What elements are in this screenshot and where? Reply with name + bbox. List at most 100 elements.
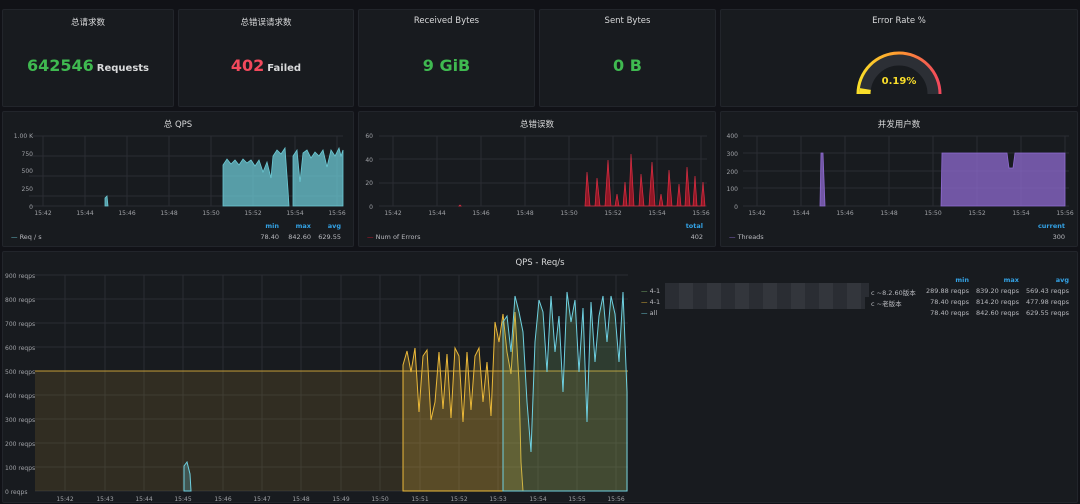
legend-header: total (685, 222, 703, 230)
x-tick: 15:50 (924, 210, 941, 217)
x-tick: 15:55 (568, 496, 585, 503)
legend-suffix: c ~8.2.60版本 (871, 289, 916, 297)
y-tick: 0 (734, 204, 738, 211)
stat-value: 642546 Requests (3, 56, 173, 75)
stat-unit: Failed (267, 63, 302, 74)
stat-number: 0 B (613, 56, 642, 75)
y-tick: 0 (29, 204, 33, 211)
y-tick: 500 reqps (5, 369, 35, 376)
series-all-spike (183, 460, 192, 492)
legend-header: min max avg (265, 222, 341, 230)
big-legend-row[interactable]: — 4-1 c ~8.2.60版本 289.88 reqps 839.20 re… (641, 283, 1069, 297)
series-new-version (502, 291, 628, 492)
legend-name: Num of Errors (375, 233, 421, 241)
x-tick: 15:54 (1012, 210, 1029, 217)
stat-number: 642546 (26, 56, 94, 75)
x-tick: 15:54 (529, 496, 546, 503)
stat-panel-total-requests[interactable]: 总请求数 642546 Requests (2, 9, 174, 107)
legend-row[interactable]: — Num of Errors 402 (367, 233, 703, 241)
x-tick: 15:44 (135, 496, 152, 503)
redacted-label (665, 295, 865, 309)
panel-title: 总错误请求数 (240, 18, 292, 28)
x-tick: 15:54 (648, 210, 665, 217)
panel-title: 总错误数 (519, 120, 554, 130)
gauge-threshold-arc (856, 51, 942, 95)
x-tick: 15:44 (792, 210, 809, 217)
error-rate-gauge (856, 51, 942, 95)
big-legend-row[interactable]: — all 78.40 reqps 842.60 reqps 629.55 re… (641, 309, 1069, 317)
legend-row[interactable]: — Req / s 78.40 842.60 629.55 (11, 233, 341, 241)
legend-header: current (1037, 222, 1065, 230)
x-tick: 15:50 (371, 496, 388, 503)
y-tick: 0 (369, 204, 373, 211)
panel-title: 并发用户数 (877, 120, 921, 130)
x-tick: 15:47 (253, 496, 270, 503)
legend-name: all (649, 309, 658, 317)
gauge-value: 0.19% (881, 76, 917, 87)
legend-suffix: c ~老版本 (871, 300, 902, 308)
qps-series-area (104, 146, 344, 207)
panel-qps-req-s[interactable]: QPS - Req/s 0 reqps 100 reqps 200 reqps … (2, 251, 1078, 503)
x-tick: 15:42 (34, 210, 51, 217)
stat-value: 9 GiB (359, 56, 534, 75)
y-tick: 300 (727, 151, 739, 158)
y-tick: 200 (727, 169, 739, 176)
stat-panel-sent-bytes[interactable]: Sent Bytes 0 B (539, 9, 716, 107)
y-tick: 600 reqps (5, 345, 35, 352)
x-tick: 15:56 (607, 496, 624, 503)
x-tick: 15:49 (332, 496, 349, 503)
legend-name: 4-1 (649, 287, 661, 295)
panel-title: 总 QPS (163, 120, 193, 130)
x-tick: 15:42 (56, 496, 73, 503)
panel-concurrent-users[interactable]: 并发用户数 0 100 200 300 400 15:42 15:44 15:4… (720, 111, 1078, 247)
y-tick: 750 (22, 151, 34, 158)
legend-name: Threads (737, 233, 764, 241)
panel-total-errors[interactable]: 总错误数 0 20 40 60 15:42 15:44 15:46 15:48 … (358, 111, 716, 247)
y-tick: 700 reqps (5, 321, 35, 328)
y-tick: 900 reqps (5, 273, 35, 280)
grid (379, 135, 707, 207)
legend-name: Req / s (19, 233, 42, 241)
x-tick: 15:45 (174, 496, 191, 503)
stat-unit: Requests (96, 63, 150, 74)
panel-title: Sent Bytes (604, 16, 651, 26)
x-tick: 15:56 (692, 210, 709, 217)
x-tick: 15:48 (880, 210, 897, 217)
x-tick: 15:51 (411, 496, 428, 503)
series-old-version (402, 311, 524, 492)
stat-value: 402 Failed (179, 56, 353, 75)
x-tick: 15:52 (968, 210, 985, 217)
gauge-panel-error-rate[interactable]: Error Rate % 0.19% (720, 9, 1078, 107)
stat-panel-received-bytes[interactable]: Received Bytes 9 GiB (358, 9, 535, 107)
x-tick: 15:56 (1056, 210, 1073, 217)
x-tick: 15:46 (214, 496, 231, 503)
stat-number: 9 GiB (422, 56, 471, 75)
x-tick: 15:52 (604, 210, 621, 217)
panel-title: QPS - Req/s (515, 258, 565, 268)
y-tick: 400 (727, 133, 739, 140)
y-tick: 60 (365, 133, 373, 140)
x-tick: 15:46 (118, 210, 135, 217)
x-tick: 15:48 (516, 210, 533, 217)
y-tick: 200 reqps (5, 441, 35, 448)
legend-row[interactable]: — Threads 300 (729, 233, 1065, 241)
y-tick: 500 (22, 168, 34, 175)
x-tick: 15:53 (489, 496, 506, 503)
y-tick: 0 reqps (5, 489, 28, 496)
y-tick: 100 (727, 186, 739, 193)
x-tick: 15:52 (450, 496, 467, 503)
y-tick: 100 reqps (5, 465, 35, 472)
qps-big-chart: 0 reqps 100 reqps 200 reqps 300 reqps 40… (5, 273, 628, 503)
x-tick: 15:43 (96, 496, 113, 503)
panel-total-qps[interactable]: 总 QPS 0 250 500 750 1.00 K 15:42 15:44 1… (2, 111, 354, 247)
y-tick: 800 reqps (5, 297, 35, 304)
gauge-track (859, 54, 939, 95)
x-tick: 15:46 (836, 210, 853, 217)
stat-panel-failed-requests[interactable]: 总错误请求数 402 Failed (178, 9, 354, 107)
stat-number: 402 (230, 56, 265, 75)
big-legend-row[interactable]: — 4-1 c ~老版本 78.40 reqps 814.20 reqps 47… (641, 295, 1069, 309)
stat-value: 0 B (540, 56, 715, 75)
y-tick: 400 reqps (5, 393, 35, 400)
y-tick: 40 (365, 157, 373, 164)
users-small-chart: 0 100 200 300 400 15:42 15:44 15:46 15:4… (727, 133, 1074, 217)
